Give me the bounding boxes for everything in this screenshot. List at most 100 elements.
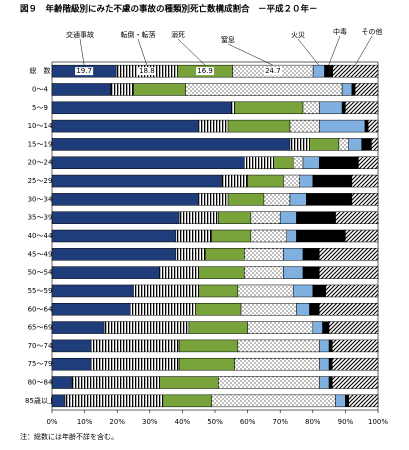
bar-segment [188, 321, 248, 334]
bar-segment [51, 193, 199, 206]
bar-segment [296, 211, 336, 224]
bar-segment [227, 119, 291, 133]
bar-segment [204, 248, 245, 261]
bar-segment [51, 101, 232, 115]
bar-segment [354, 83, 379, 96]
bar-segment [51, 138, 291, 151]
bar-segment [319, 156, 359, 169]
bar-segment [296, 303, 310, 316]
bar-segment [332, 357, 379, 371]
bar-segment [319, 119, 366, 133]
y-tick-label: 30～34 [28, 195, 53, 203]
bar-segment [71, 376, 160, 389]
bar-segment [322, 321, 330, 334]
bar-segment [351, 174, 379, 188]
x-tick-label: 90% [338, 418, 354, 426]
bar-segment [319, 376, 330, 389]
bar-segment [159, 376, 219, 389]
bar-segment [302, 266, 320, 279]
x-tick-label: 20% [109, 418, 125, 426]
bar-segment [237, 284, 294, 298]
bar-segment [296, 229, 346, 243]
bar-segment [103, 321, 190, 334]
bar-segment [178, 339, 239, 353]
bar-segment [51, 119, 199, 133]
bar-segment [299, 174, 314, 188]
bar-segment [319, 266, 379, 279]
bar-segment [348, 138, 362, 151]
bar-segment [234, 357, 320, 371]
y-tick-label: 10～14 [28, 122, 53, 130]
bar-segment [319, 303, 379, 316]
bar-segment [273, 156, 294, 169]
bar-segment [341, 83, 353, 96]
bar-segment [312, 321, 323, 334]
bar-segment [283, 174, 301, 188]
bar-segment [309, 138, 340, 151]
bar-segment [162, 394, 212, 408]
bar-segment [335, 211, 379, 224]
bar-segment [198, 284, 239, 298]
bar-segment [302, 248, 320, 261]
bar-segment [175, 248, 206, 261]
bar-segment [283, 266, 304, 279]
bar-segment [51, 357, 92, 371]
x-tick-label: 50% [207, 418, 223, 426]
bar-segment [221, 174, 248, 188]
bar-segment [250, 229, 287, 243]
legend-label: 中毒 [333, 27, 347, 36]
bar-segment [133, 83, 186, 96]
bar-segment [51, 248, 177, 261]
legend-leader [297, 38, 320, 66]
legend-leader [355, 35, 373, 66]
bar-segment [51, 376, 72, 389]
bar-segment [328, 357, 333, 371]
bar-segment [195, 303, 242, 316]
x-tick-label: 70% [272, 418, 288, 426]
bar-segment [319, 339, 330, 353]
bar-segment [348, 394, 379, 408]
bar-segment [198, 119, 229, 133]
y-tick-label: 75～79 [28, 360, 53, 368]
bar-segment [332, 339, 379, 353]
bar-segment [328, 339, 333, 353]
y-tick-label: 40～44 [28, 232, 53, 240]
legend-label: 転倒・転落 [121, 30, 156, 39]
bar-segment [341, 101, 346, 115]
y-tick-label: 70～74 [28, 342, 53, 350]
bar-segment [250, 211, 281, 224]
bar-segment [51, 266, 160, 279]
y-tick-label: 45～49 [28, 250, 53, 258]
legend-leader [137, 38, 148, 66]
bar-segment [309, 303, 320, 316]
bar-segment [312, 284, 327, 298]
bar-segment [292, 156, 304, 169]
bar-segment [345, 229, 379, 243]
bar-segment [312, 174, 353, 188]
bar-segment [240, 303, 297, 316]
legend-label: 窒息 [221, 35, 235, 44]
bar-segment [324, 64, 333, 78]
bar-segment [338, 138, 349, 151]
bar-segment [263, 193, 291, 206]
data-label: 24.7 [265, 67, 281, 75]
y-tick-label: 15～19 [28, 140, 53, 148]
x-tick-label: 80% [305, 418, 321, 426]
label-bg [75, 67, 94, 76]
bar-segment [247, 321, 314, 334]
legend-label: 溺死 [171, 30, 185, 39]
bar-segment [178, 211, 219, 224]
bar-segment [312, 64, 325, 78]
bar-segment [279, 211, 297, 224]
bar-segment [286, 229, 297, 243]
legend-label: 火災 [291, 31, 305, 39]
label-bg [196, 67, 215, 76]
bar-segment [289, 193, 307, 206]
y-tick-label: 50～54 [28, 269, 53, 277]
bar-segment [227, 193, 265, 206]
bar-segment [51, 339, 92, 353]
bar-segment [328, 376, 333, 389]
bar-segment [345, 394, 349, 408]
bar-segment [159, 266, 199, 279]
